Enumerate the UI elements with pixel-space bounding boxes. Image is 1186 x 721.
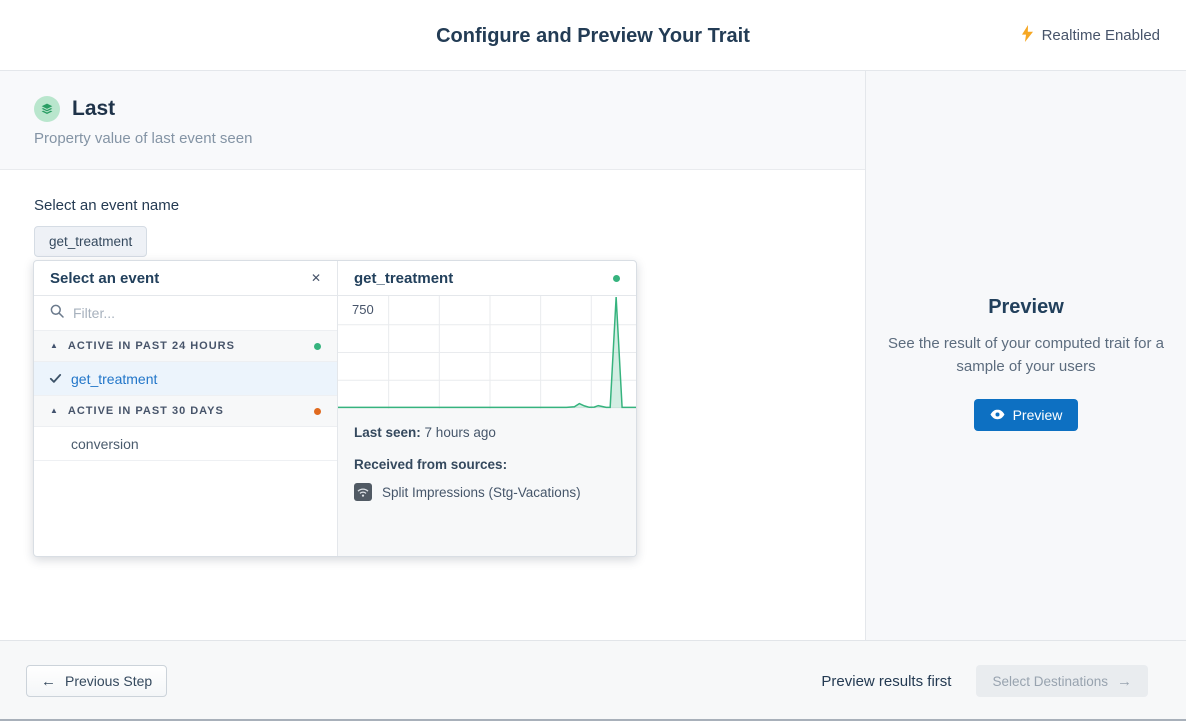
preview-title: Preview — [988, 296, 1064, 318]
collapse-icon: ▲ — [50, 406, 58, 415]
trait-description: Property value of last event seen — [34, 130, 253, 147]
preview-button-label: Preview — [1012, 406, 1063, 423]
realtime-status: Realtime Enabled — [1021, 0, 1160, 71]
event-detail-info: Last seen: 7 hours ago Received from sou… — [338, 409, 636, 556]
realtime-label: Realtime Enabled — [1041, 27, 1160, 44]
previous-step-button[interactable]: ← Previous Step — [26, 665, 168, 697]
last-seen-label: Last seen: — [354, 425, 421, 440]
main-content: Last Property value of last event seen S… — [0, 71, 865, 640]
event-item-label: conversion — [71, 435, 139, 452]
lightning-icon — [1021, 25, 1034, 46]
check-icon — [49, 372, 62, 385]
config-area: Select an event name get_treatment — [0, 170, 865, 257]
footer-bar: ← Previous Step Preview results first Se… — [0, 640, 1186, 721]
page-header: Configure and Preview Your Trait Realtim… — [0, 0, 1186, 71]
layers-icon — [34, 96, 60, 122]
event-detail-pane: get_treatment 750 Last seen: 7 hours ago… — [337, 261, 636, 556]
footer-hint: Preview results first — [821, 672, 952, 690]
event-volume-chart: 750 — [338, 296, 636, 409]
source-name: Split Impressions (Stg-Vacations) — [382, 484, 581, 500]
search-icon — [50, 304, 64, 323]
event-list-pane: Select an event ✕ ▲ ACTIVE IN PAST 24 HO… — [34, 261, 337, 556]
wifi-icon — [354, 483, 372, 501]
select-destinations-button[interactable]: Select Destinations → — [976, 665, 1148, 697]
group-header-30d[interactable]: ▲ ACTIVE IN PAST 30 DAYS — [34, 396, 337, 427]
status-dot-green — [314, 342, 321, 350]
filter-row — [34, 296, 337, 331]
event-item-conversion[interactable]: conversion — [34, 427, 337, 461]
y-axis-max-label: 750 — [344, 300, 382, 319]
group-header-24h[interactable]: ▲ ACTIVE IN PAST 24 HOURS — [34, 331, 337, 362]
collapse-icon: ▲ — [50, 341, 58, 350]
last-seen-value: 7 hours ago — [424, 425, 496, 440]
last-seen-line: Last seen: 7 hours ago — [354, 425, 620, 440]
trait-name: Last — [72, 97, 116, 120]
sources-label: Received from sources: — [354, 457, 508, 472]
popover-title: Select an event — [50, 269, 160, 287]
event-field-label: Select an event name — [34, 197, 180, 214]
select-destinations-label: Select Destinations — [992, 673, 1108, 689]
trait-header: Last Property value of last event seen — [0, 71, 865, 170]
source-row: Split Impressions (Stg-Vacations) — [354, 483, 620, 501]
preview-sidebar: Preview See the result of your computed … — [865, 71, 1186, 640]
eye-icon — [990, 407, 1005, 423]
event-item-label: get_treatment — [71, 370, 158, 387]
status-dot-green — [613, 274, 620, 282]
page-title: Configure and Preview Your Trait — [436, 25, 750, 47]
arrow-left-icon: ← — [41, 672, 56, 690]
selected-event-chip[interactable]: get_treatment — [34, 226, 148, 257]
group-label: ACTIVE IN PAST 24 HOURS — [67, 340, 235, 352]
preview-description: See the result of your computed trait fo… — [888, 335, 1164, 376]
filter-input[interactable] — [73, 305, 321, 321]
event-select-popover: Select an event ✕ ▲ ACTIVE IN PAST 24 HO… — [33, 260, 637, 557]
detail-event-name: get_treatment — [354, 269, 454, 287]
status-dot-orange — [314, 407, 321, 415]
event-item-get-treatment[interactable]: get_treatment — [34, 362, 337, 396]
close-icon[interactable]: ✕ — [310, 271, 321, 285]
preview-button[interactable]: Preview — [973, 398, 1079, 431]
arrow-right-icon: → — [1117, 672, 1132, 690]
previous-step-label: Previous Step — [65, 673, 153, 689]
group-label: ACTIVE IN PAST 30 DAYS — [67, 405, 224, 417]
